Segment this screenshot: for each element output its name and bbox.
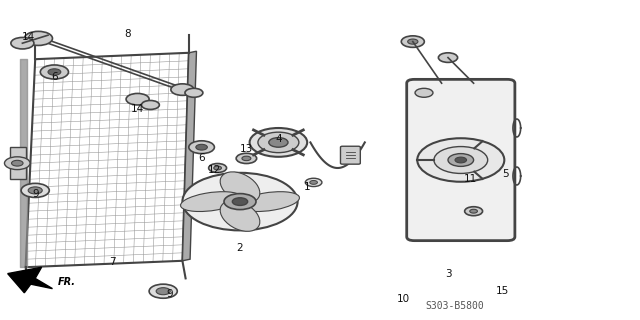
Circle shape: [258, 132, 299, 153]
Text: 15: 15: [496, 286, 509, 296]
Text: 14: 14: [131, 104, 144, 114]
Text: 8: 8: [125, 28, 131, 39]
Text: 6: 6: [198, 153, 205, 164]
Text: 12: 12: [208, 164, 221, 175]
Circle shape: [448, 154, 474, 166]
Text: 9: 9: [32, 188, 38, 199]
Polygon shape: [8, 267, 52, 293]
Circle shape: [250, 128, 307, 157]
Ellipse shape: [180, 192, 242, 212]
FancyBboxPatch shape: [407, 79, 515, 241]
Circle shape: [224, 194, 256, 210]
Text: 4: 4: [275, 134, 282, 144]
Text: 13: 13: [240, 144, 253, 154]
Text: 10: 10: [397, 294, 410, 304]
Text: 6: 6: [51, 72, 58, 82]
Circle shape: [401, 36, 424, 47]
Circle shape: [232, 198, 248, 205]
Ellipse shape: [238, 192, 300, 212]
Circle shape: [171, 84, 194, 95]
Circle shape: [141, 100, 159, 109]
Text: 1: 1: [304, 182, 310, 192]
Text: 14: 14: [22, 32, 35, 42]
Circle shape: [214, 166, 221, 170]
Circle shape: [21, 183, 49, 197]
Circle shape: [415, 88, 433, 97]
Circle shape: [438, 53, 458, 62]
Text: FR.: FR.: [58, 276, 76, 287]
Circle shape: [455, 157, 467, 163]
Circle shape: [408, 39, 418, 44]
Circle shape: [434, 147, 488, 173]
Circle shape: [28, 187, 42, 194]
Text: 11: 11: [464, 174, 477, 184]
Circle shape: [310, 180, 317, 184]
Circle shape: [417, 138, 504, 182]
Circle shape: [305, 178, 322, 187]
Circle shape: [242, 156, 251, 161]
Text: 2: 2: [237, 243, 243, 253]
Text: 7: 7: [109, 257, 115, 268]
Circle shape: [149, 284, 177, 298]
Circle shape: [11, 37, 34, 49]
Circle shape: [182, 173, 298, 230]
FancyBboxPatch shape: [10, 147, 26, 179]
Circle shape: [196, 144, 207, 150]
Circle shape: [236, 153, 257, 164]
Circle shape: [156, 288, 170, 295]
Circle shape: [24, 31, 52, 45]
FancyBboxPatch shape: [340, 146, 360, 164]
Circle shape: [40, 65, 68, 79]
Circle shape: [48, 69, 61, 75]
Circle shape: [470, 209, 477, 213]
Circle shape: [269, 138, 288, 147]
Text: S303-B5800: S303-B5800: [425, 300, 484, 311]
Ellipse shape: [220, 172, 260, 203]
Circle shape: [126, 93, 149, 105]
Circle shape: [4, 157, 30, 170]
Text: 9: 9: [166, 289, 173, 300]
Circle shape: [185, 88, 203, 97]
Circle shape: [465, 207, 483, 216]
Text: 5: 5: [502, 169, 509, 180]
Polygon shape: [182, 51, 196, 261]
Circle shape: [209, 164, 227, 172]
Text: 3: 3: [445, 268, 451, 279]
Circle shape: [12, 160, 23, 166]
Ellipse shape: [220, 201, 260, 231]
Circle shape: [189, 141, 214, 154]
